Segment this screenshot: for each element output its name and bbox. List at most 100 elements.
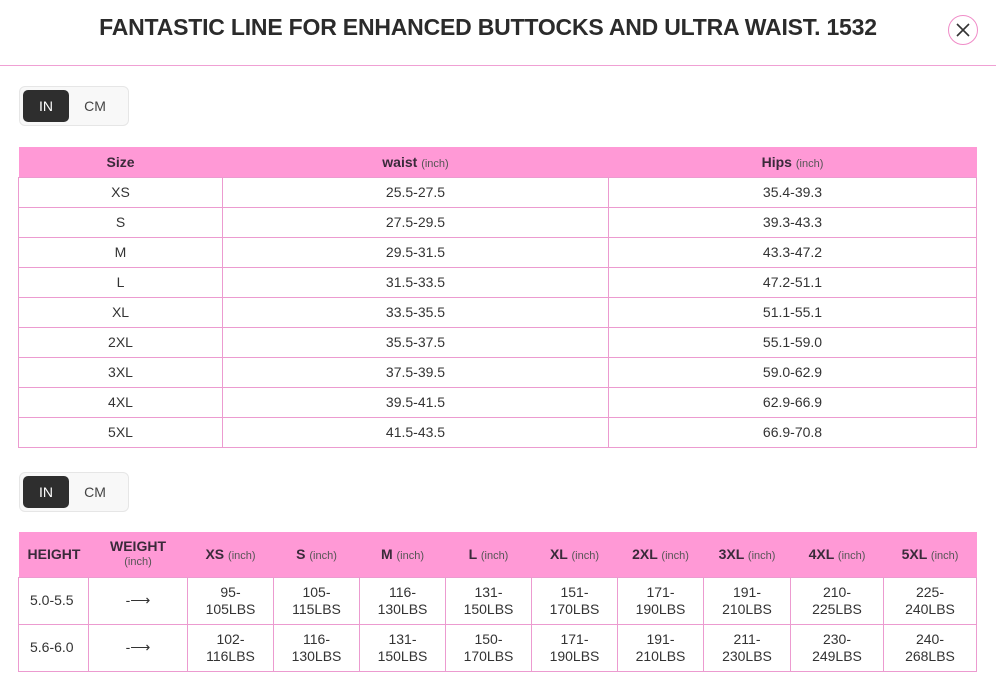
table-cell: 210- 225LBS [790,576,884,625]
table-cell: 47.2-51.1 [608,266,977,298]
table-cell: 55.1-59.0 [608,326,977,358]
size-table: Size waist (inch) Hips (inch) XS 25.5-27.5 35… [18,147,977,448]
table-cell: 5.6-6.0 [18,623,89,672]
column-header: 5XL (inch) [883,532,977,577]
header-label: 4XL [808,546,835,563]
table-cell: 95- 105LBS [187,576,274,625]
page-title: FANTASTIC LINE FOR ENHANCED BUTTOCKS AND… [99,14,877,40]
table-cell: S [18,206,223,238]
header-unit: (inch) [930,550,959,563]
table-cell: 5.0-5.5 [18,576,89,625]
header-unit: (inch) [228,550,256,563]
table-row: 4XL 39.5-41.5 62.9-66.9 [18,386,977,418]
header-label: M [380,546,393,563]
header-label: XS [205,546,225,563]
table-cell: 39.3-43.3 [608,206,977,238]
table-cell: 131- 150LBS [445,576,532,625]
table-cell: 151- 170LBS [531,576,618,625]
header-unit: (inch) [795,157,824,170]
table-cell: 240- 268LBS [883,623,977,672]
header-unit: (inch) [480,550,509,563]
table-row: 2XL 35.5-37.5 55.1-59.0 [18,326,977,358]
table-cell: 25.5-27.5 [222,176,609,208]
table-cell: 51.1-55.1 [608,296,977,328]
table-cell: 37.5-39.5 [222,356,609,388]
table-cell: XS [18,176,223,208]
table-cell: 2XL [18,326,223,358]
table-cell: 102- 116LBS [187,623,274,672]
header-unit: (inch) [661,550,689,563]
table-cell: 171- 190LBS [531,623,618,672]
table-cell: 35.5-37.5 [222,326,609,358]
column-header: XL (inch) [531,532,618,577]
header-label: WEIGHT [110,538,166,555]
header-label: 2XL [632,546,658,563]
header-label: 5XL [901,546,928,563]
table-cell: 191- 210LBS [703,576,791,625]
table-cell: 3XL [18,356,223,388]
table-cell: 116- 130LBS [273,623,360,672]
table-row: 5.6-6.0 -⟶ 102- 116LBS 116- 130LBS 131- 150L… [18,623,977,672]
column-header: XS (inch) [187,532,274,577]
column-header: 3XL (inch) [703,532,791,577]
column-header: HEIGHT [18,532,89,577]
table-cell: 191- 210LBS [617,623,704,672]
column-header: Size [18,147,223,177]
unit-toggle-2: IN CM [19,472,129,512]
table-cell: 43.3-47.2 [608,236,977,268]
table-cell: 59.0-62.9 [608,356,977,388]
header-label: Size [106,153,135,170]
table-row: L 31.5-33.5 47.2-51.1 [18,266,977,298]
column-header: waist (inch) [222,147,609,177]
unit-cm-button[interactable]: CM [84,98,106,114]
header-label: waist [382,153,418,170]
header-unit: (inch) [421,157,449,170]
table-cell: 62.9-66.9 [608,386,977,418]
table-cell: 27.5-29.5 [222,206,609,238]
table-cell: 29.5-31.5 [222,236,609,268]
close-icon [956,23,970,37]
table-cell: 116- 130LBS [359,576,446,625]
column-header: WEIGHT (inch) [88,532,188,577]
table-cell: 31.5-33.5 [222,266,609,298]
close-button[interactable] [948,15,978,45]
header-label: XL [549,546,568,563]
header-label: S [296,546,306,563]
table-cell: 131- 150LBS [359,623,446,672]
header-unit: (inch) [124,556,152,569]
column-header: L (inch) [445,532,532,577]
table-cell: XL [18,296,223,328]
table-cell: M [18,236,223,268]
table-cell: 66.9-70.8 [608,416,977,448]
table-cell: 5XL [18,416,223,448]
table-cell: 41.5-43.5 [222,416,609,448]
table-row: 3XL 37.5-39.5 59.0-62.9 [18,356,977,388]
column-header: 4XL (inch) [790,532,884,577]
unit-cm-button[interactable]: CM [84,484,106,500]
table-cell: 33.5-35.5 [222,296,609,328]
table-row: XS 25.5-27.5 35.4-39.3 [18,176,977,208]
table-cell: 230- 249LBS [790,623,884,672]
table-cell: 211- 230LBS [703,623,791,672]
table-cell: 39.5-41.5 [222,386,609,418]
weight-table: HEIGHT WEIGHT (inch) XS (inch) S (inch) M (in… [18,532,977,672]
table-row: M 29.5-31.5 43.3-47.2 [18,236,977,268]
unit-in-button[interactable]: IN [23,90,69,122]
table-row: XL 33.5-35.5 51.1-55.1 [18,296,977,328]
header-unit: (inch) [396,550,425,563]
table-cell: 171- 190LBS [617,576,704,625]
table-cell: -⟶ [88,576,188,625]
table-row: S 27.5-29.5 39.3-43.3 [18,206,977,238]
column-header: Hips (inch) [608,147,977,177]
table-cell: 4XL [18,386,223,418]
column-header: 2XL (inch) [617,532,704,577]
table-cell: 150- 170LBS [445,623,532,672]
header-label: HEIGHT [27,546,81,563]
unit-in-button[interactable]: IN [23,476,69,508]
table-row: 5.0-5.5 -⟶ 95- 105LBS 105- 115LBS 116- 130LB… [18,576,977,625]
column-header: S (inch) [273,532,360,577]
table-cell: 225- 240LBS [883,576,977,625]
header-label: L [468,546,477,563]
header-label: 3XL [718,546,745,563]
table-cell: L [18,266,223,298]
